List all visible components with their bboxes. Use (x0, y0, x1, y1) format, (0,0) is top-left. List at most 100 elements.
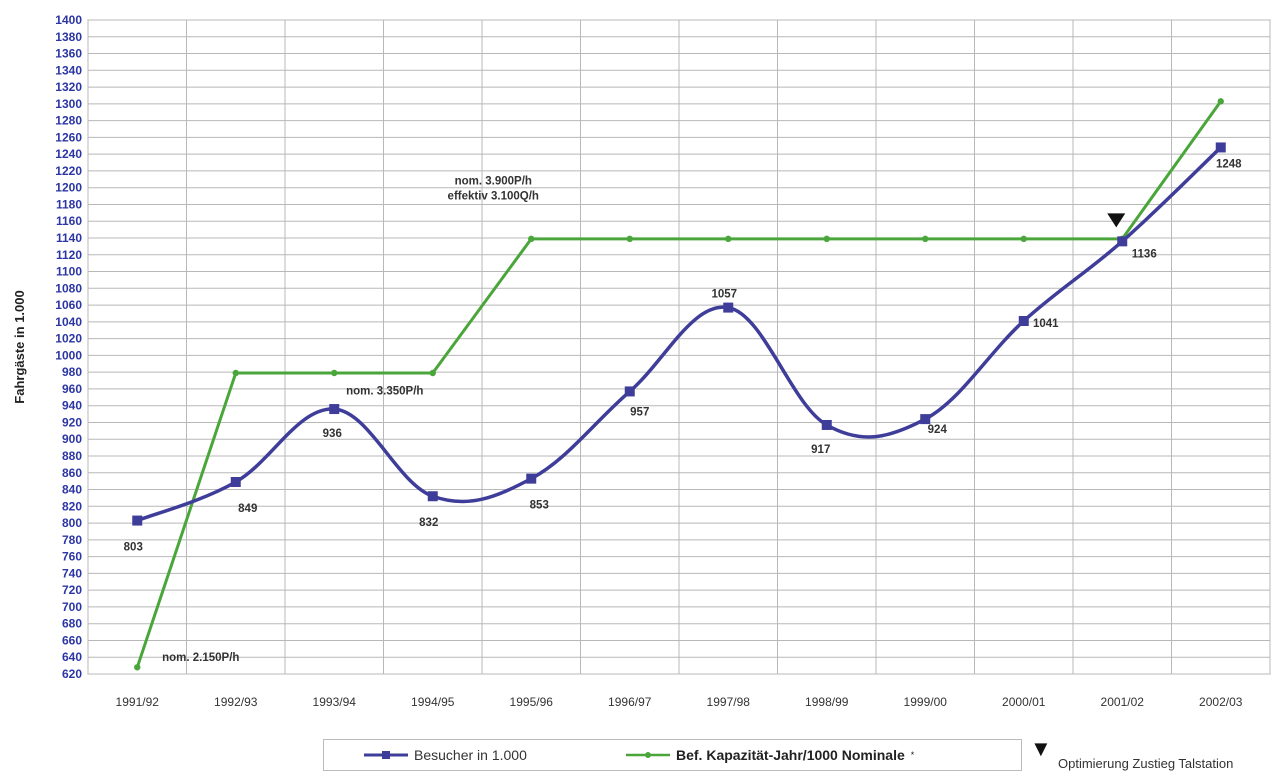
data-label: 957 (630, 406, 649, 418)
visitors-point (624, 386, 635, 397)
visitors-point (132, 515, 143, 526)
x-tick-label: 1991/92 (116, 695, 160, 709)
y-tick-label: 920 (62, 415, 82, 429)
visitors-point (230, 476, 241, 487)
legend-asterisk: * (910, 750, 915, 760)
y-tick-label: 1200 (55, 181, 82, 195)
y-tick-label: 900 (62, 432, 82, 446)
legend-label-visitors: Besucher in 1.000 (414, 747, 527, 763)
visitors-point (329, 404, 340, 415)
visitors-point (1117, 236, 1128, 247)
y-tick-label: 1320 (55, 80, 82, 94)
data-label: 849 (238, 503, 257, 515)
y-tick-label: 1160 (56, 214, 82, 228)
data-label: 924 (928, 424, 948, 436)
legend: Besucher in 1.000 Bef. Kapazität-Jahr/10… (323, 739, 1022, 771)
capacity-point (134, 664, 141, 671)
y-tick-label: 740 (62, 566, 82, 580)
y-tick-label: 680 (62, 617, 82, 631)
x-tick-label: 1992/93 (214, 695, 258, 709)
y-axis-ticks: 620 640 660 680 700 720 740 760 780 800 820 840 860 8… (55, 13, 82, 681)
marker-note: ▼ Optimierung Zustieg Talstation (1030, 736, 1278, 771)
x-axis-ticks: 1991/92 1992/93 1993/94 1994/95 1995/96 1996/… (116, 695, 1243, 709)
x-tick-label: 1997/98 (707, 695, 751, 709)
y-tick-label: 1040 (55, 315, 82, 329)
y-tick-label: 720 (62, 583, 82, 597)
data-label: 1041 (1033, 318, 1059, 330)
y-tick-label: 1080 (55, 281, 82, 295)
y-tick-label: 760 (62, 550, 82, 564)
y-tick-label: 1220 (55, 164, 82, 178)
y-tick-label: 980 (62, 365, 82, 379)
legend-line-dot-icon (626, 752, 670, 758)
y-tick-label: 960 (62, 382, 82, 396)
capacity-point (429, 369, 436, 377)
data-label: 832 (419, 517, 438, 529)
legend-item-visitors: Besucher in 1.000 (364, 747, 527, 763)
capacity-point (1217, 98, 1224, 105)
visitors-point (1215, 142, 1226, 153)
y-tick-label: 1060 (55, 298, 82, 312)
chart-annotation: nom. 3.900P/h (455, 176, 532, 188)
chart-canvas: 620 640 660 680 700 720 740 760 780 800 820 840 860 8… (12, 13, 1271, 709)
triangle-marker-icon: ▼ (1030, 736, 1052, 761)
y-axis-label: Fahrgäste in 1.000 (12, 290, 27, 403)
legend-label-capacity: Bef. Kapazität-Jahr/1000 Nominale (676, 747, 905, 763)
visitors-point (1018, 316, 1029, 327)
y-tick-label: 1000 (55, 348, 82, 362)
capacity-point (232, 369, 239, 377)
legend-item-capacity: Bef. Kapazität-Jahr/1000 Nominale * (626, 747, 914, 763)
y-tick-label: 660 (62, 633, 82, 647)
annotations: nom. 2.150P/h nom. 3.350P/h nom. 3.900P/h e… (162, 176, 539, 665)
data-labels: 803 849 936 832 853 957 1057 917 924 1041 1136 1248 (124, 158, 1242, 553)
x-tick-label: 2001/02 (1101, 695, 1145, 709)
data-label: 1057 (711, 289, 737, 301)
visitors-point (526, 473, 537, 484)
x-tick-label: 1993/94 (313, 695, 357, 709)
y-tick-label: 1360 (55, 47, 82, 61)
capacity-line (135, 100, 1222, 668)
y-tick-label: 640 (62, 650, 82, 664)
capacity-point (1020, 235, 1027, 243)
capacity-point (725, 235, 732, 243)
legend-line-square-icon (364, 751, 408, 759)
capacity-point (823, 235, 830, 243)
chart-annotation: nom. 2.150P/h (162, 652, 239, 664)
capacity-point (922, 235, 929, 243)
y-tick-label: 1100 (56, 265, 82, 279)
y-tick-label: 1300 (55, 97, 82, 111)
y-tick-label: 620 (62, 667, 82, 681)
y-tick-label: 1380 (55, 30, 82, 44)
y-tick-label: 1400 (55, 13, 82, 27)
chart-annotation: nom. 3.350P/h (346, 385, 423, 397)
capacity-point (528, 235, 535, 243)
chart-grid (87, 19, 1271, 675)
y-tick-label: 1340 (55, 63, 82, 77)
capacity-point (626, 235, 633, 243)
capacity-point (331, 369, 338, 377)
chart-annotation: effektiv 3.100Q/h (448, 191, 539, 203)
y-tick-label: 1240 (55, 147, 82, 161)
data-label: 917 (811, 444, 830, 456)
x-tick-label: 2000/01 (1002, 695, 1046, 709)
data-label: 1136 (1132, 248, 1157, 260)
y-tick-label: 1140 (56, 231, 82, 245)
x-tick-label: 1994/95 (411, 695, 455, 709)
visitors-point (920, 414, 931, 425)
series-visitors (132, 142, 1226, 526)
y-tick-label: 860 (62, 466, 82, 480)
y-tick-label: 800 (62, 516, 82, 530)
visitors-point (723, 302, 734, 313)
y-tick-label: 840 (62, 483, 82, 497)
marker-note-text: Optimierung Zustieg Talstation (1058, 756, 1234, 771)
x-tick-label: 1995/96 (510, 695, 554, 709)
y-tick-label: 1280 (55, 114, 82, 128)
data-label: 853 (530, 500, 549, 512)
y-tick-label: 780 (62, 533, 82, 547)
x-tick-label: 1998/99 (805, 695, 849, 709)
x-tick-label: 1996/97 (608, 695, 652, 709)
data-label: 936 (323, 428, 342, 440)
y-tick-label: 700 (62, 600, 82, 614)
x-tick-label: 1999/00 (904, 695, 948, 709)
x-tick-label: 2002/03 (1199, 695, 1243, 709)
